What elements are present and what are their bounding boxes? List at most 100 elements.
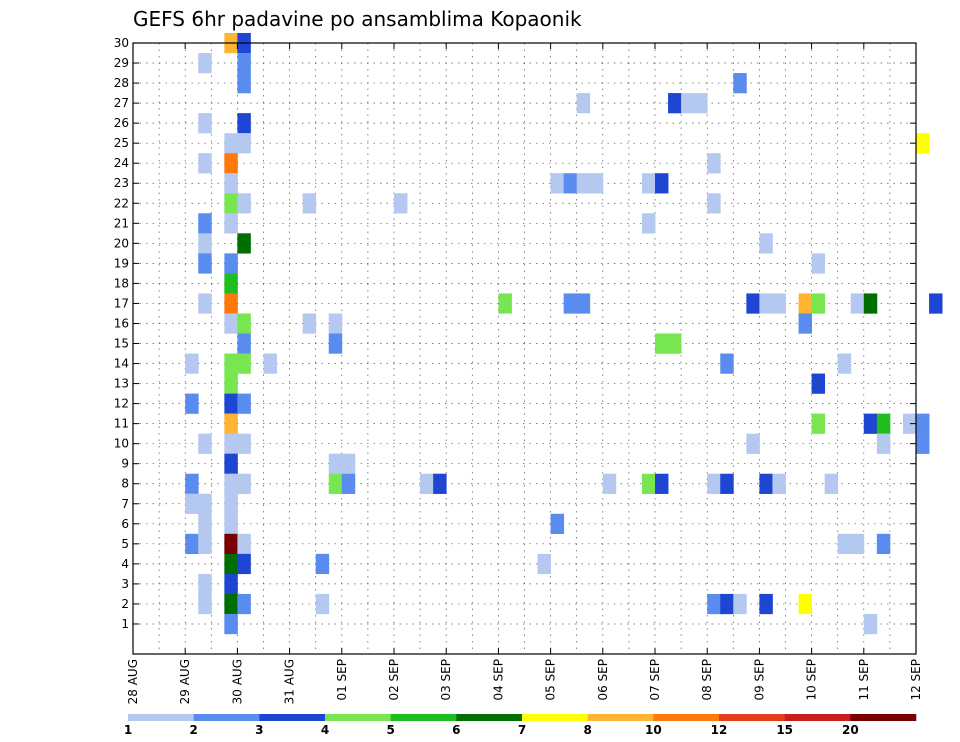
x-tick-label: 05 SEP <box>544 659 558 701</box>
x-tick-label: 01 SEP <box>335 659 349 701</box>
heatmap-cell <box>772 473 786 494</box>
y-tick-label: 3 <box>121 577 129 591</box>
heatmap-cell <box>224 533 238 555</box>
heatmap-cell <box>602 473 617 494</box>
heatmap-cell <box>837 353 852 374</box>
colorbar-label: 6 <box>452 723 460 737</box>
heatmap-cell <box>224 133 238 154</box>
colorbar-label: 2 <box>189 723 197 737</box>
heatmap-cell <box>198 493 212 514</box>
y-tick-label: 20 <box>114 236 129 250</box>
heatmap-cell <box>824 473 839 494</box>
heatmap-cell <box>198 513 212 535</box>
heatmap-cell <box>224 473 238 494</box>
heatmap-cell <box>185 533 199 555</box>
heatmap-cell <box>224 453 238 474</box>
y-tick-label: 16 <box>114 316 129 330</box>
heatmap-cell <box>237 433 251 454</box>
x-tick-label: 31 AUG <box>283 659 297 704</box>
colorbar-swatch <box>850 714 917 721</box>
heatmap-cell <box>237 193 251 214</box>
x-tick-label: 28 AUG <box>126 659 140 704</box>
heatmap-cell <box>550 513 565 535</box>
heatmap-cell <box>224 573 238 595</box>
x-tick-label: 03 SEP <box>439 659 453 701</box>
colorbar: 1 2 3 4 5 6 7 8 10 12 15 20 <box>124 714 917 737</box>
heatmap-cell <box>302 313 317 334</box>
heatmap-cell <box>185 473 199 494</box>
heatmap-cell <box>916 413 930 434</box>
heatmap-cell <box>733 73 747 94</box>
y-tick-label: 19 <box>114 256 129 270</box>
x-tick-label: 04 SEP <box>491 659 505 701</box>
heatmap-cell <box>224 413 238 434</box>
heatmap-cell <box>198 53 212 74</box>
heatmap-cell <box>328 313 343 334</box>
heatmap-cell <box>224 213 238 234</box>
heatmap-cell <box>328 333 343 354</box>
heatmap-cell <box>863 293 878 314</box>
x-tick-label: 09 SEP <box>752 659 766 701</box>
heatmap-cell <box>798 313 812 334</box>
heatmap-cell <box>916 133 930 154</box>
heatmap-cell <box>224 193 238 214</box>
heatmap-cell <box>237 393 251 414</box>
heatmap-cell <box>224 493 238 514</box>
heatmap-cell <box>837 533 852 555</box>
heatmap-cell <box>198 213 212 234</box>
heatmap-cell <box>224 153 238 174</box>
heatmap-cell <box>198 233 212 254</box>
heatmap-cell <box>224 173 238 194</box>
x-tick-label: 29 AUG <box>178 659 192 704</box>
heatmap-cell <box>798 593 812 615</box>
y-tick-label: 8 <box>121 477 129 491</box>
heatmap-cell <box>224 393 238 414</box>
y-tick-label: 10 <box>114 437 129 451</box>
x-tick-label: 02 SEP <box>387 659 401 701</box>
heatmap-cell <box>198 153 212 174</box>
heatmap-cell <box>537 553 551 575</box>
y-axis-ticks: 1234567891011121314151617181920212223242… <box>114 36 916 631</box>
colorbar-swatch <box>522 714 588 721</box>
heatmap-cell <box>772 293 786 314</box>
heatmap-cell <box>876 413 891 434</box>
y-tick-label: 11 <box>114 417 129 431</box>
y-tick-label: 9 <box>121 457 129 471</box>
heatmap-cell <box>237 133 251 154</box>
x-tick-label: 06 SEP <box>596 659 610 701</box>
y-tick-label: 15 <box>114 337 129 351</box>
heatmap-cell <box>224 273 238 294</box>
heatmap-cell <box>198 533 212 555</box>
heatmap-cell <box>720 353 734 374</box>
heatmap-cell <box>433 473 447 494</box>
heatmap-cell <box>811 293 826 314</box>
heatmap-cell <box>863 613 878 635</box>
heatmap-cell <box>746 433 760 454</box>
y-tick-label: 25 <box>114 136 129 150</box>
heatmap-cell <box>655 473 669 494</box>
heatmap-cell <box>328 473 343 494</box>
heatmap-cell <box>811 373 826 394</box>
heatmap-cell <box>224 313 238 334</box>
heatmap-cell <box>224 593 238 615</box>
heatmap-cell <box>641 213 656 234</box>
heatmap-cell <box>394 193 408 214</box>
heatmap-cell <box>668 333 682 354</box>
colorbar-label: 1 <box>124 723 132 737</box>
heatmap-cell <box>576 93 591 114</box>
heatmap-cell <box>550 173 565 194</box>
heatmap-cell <box>929 293 943 314</box>
x-tick-label: 12 SEP <box>909 659 923 701</box>
heatmap-cell <box>341 453 356 474</box>
heatmap-cell <box>224 433 238 454</box>
colorbar-label: 15 <box>776 723 793 737</box>
y-tick-label: 30 <box>114 36 129 50</box>
colorbar-label: 20 <box>842 723 859 737</box>
heatmap-cell <box>237 313 251 334</box>
heatmap-cell <box>237 593 251 615</box>
heatmap-cell <box>707 193 721 214</box>
heatmap-cell <box>759 593 773 615</box>
y-tick-label: 27 <box>114 96 129 110</box>
y-tick-label: 29 <box>114 56 129 70</box>
heatmap-cell <box>746 293 760 314</box>
